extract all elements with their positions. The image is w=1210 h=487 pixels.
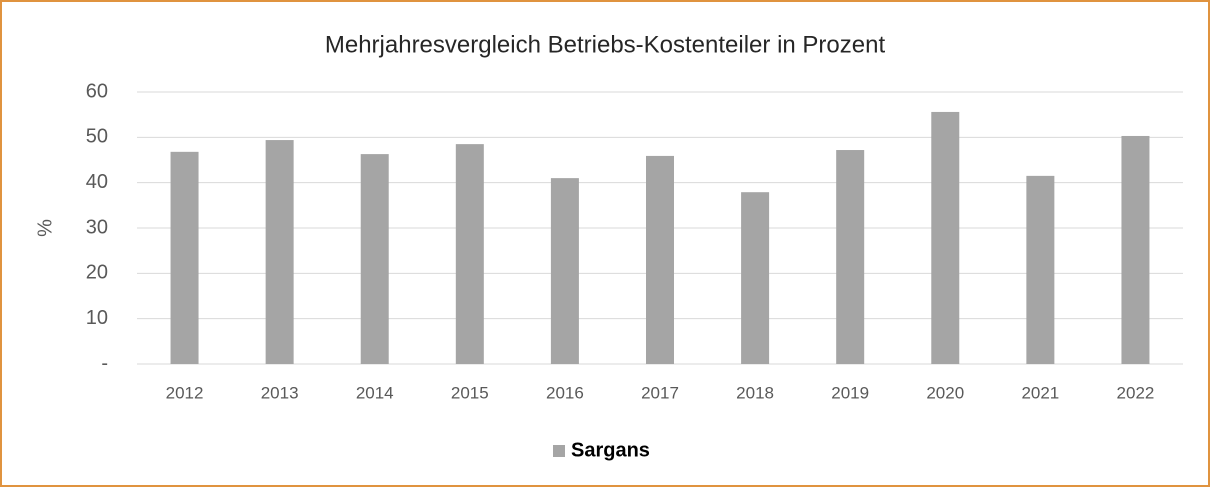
y-tick-label: 60: [86, 80, 108, 102]
y-tick-label: 10: [86, 307, 108, 329]
x-tick-label: 2014: [356, 383, 394, 402]
bar: [931, 111, 960, 365]
x-tick-label: 2016: [546, 383, 584, 402]
legend-label: Sargans: [571, 439, 650, 461]
y-tick-label: 20: [86, 262, 108, 284]
bar: [170, 151, 199, 364]
bar: [646, 155, 674, 364]
bar: [1026, 175, 1055, 364]
y-tick-label: -: [101, 352, 108, 374]
bar: [1121, 135, 1150, 364]
y-tick-label: 30: [86, 216, 108, 238]
bar: [550, 178, 579, 364]
x-tick-label: 2012: [166, 383, 204, 402]
bar: [741, 192, 770, 364]
bar: [265, 140, 294, 364]
x-tick-label: 2018: [736, 383, 774, 402]
bar: [360, 154, 389, 364]
bar: [836, 150, 865, 364]
y-tick-label: 40: [86, 171, 108, 193]
y-tick-label: 50: [86, 126, 108, 148]
x-tick-label: 2013: [261, 383, 299, 402]
legend-swatch: [553, 445, 565, 457]
x-tick-label: 2020: [926, 383, 964, 402]
x-tick-label: 2017: [641, 383, 679, 402]
x-tick-label: 2021: [1021, 383, 1059, 402]
x-tick-label: 2019: [831, 383, 869, 402]
x-tick-label: 2015: [451, 383, 489, 402]
chart-title: Mehrjahresvergleich Betriebs-Kostenteile…: [325, 31, 886, 58]
bar: [455, 144, 484, 364]
x-tick-label: 2022: [1117, 383, 1155, 402]
y-axis-label: %: [34, 219, 56, 237]
